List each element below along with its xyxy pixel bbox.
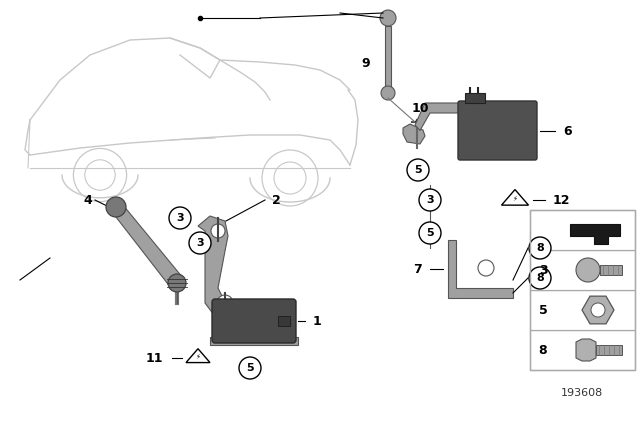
Circle shape	[381, 86, 395, 100]
Bar	[210, 337, 298, 345]
Circle shape	[576, 258, 600, 282]
Polygon shape	[198, 216, 238, 323]
Text: 3: 3	[196, 238, 204, 248]
FancyBboxPatch shape	[212, 299, 296, 343]
Circle shape	[380, 10, 396, 26]
Text: 12: 12	[553, 194, 570, 207]
Circle shape	[217, 295, 233, 311]
Text: 11: 11	[145, 352, 163, 365]
Circle shape	[106, 197, 126, 217]
Circle shape	[419, 222, 441, 244]
Bar	[530, 210, 635, 250]
Circle shape	[168, 274, 186, 292]
Text: ⚡: ⚡	[513, 196, 517, 202]
Text: 3: 3	[426, 195, 434, 205]
Circle shape	[239, 357, 261, 379]
Bar	[600, 265, 622, 275]
FancyBboxPatch shape	[458, 101, 537, 160]
Polygon shape	[448, 240, 513, 298]
Polygon shape	[186, 349, 210, 362]
Text: ⚡: ⚡	[196, 354, 200, 360]
Circle shape	[529, 267, 551, 289]
Circle shape	[189, 232, 211, 254]
Text: 8: 8	[539, 344, 547, 357]
Text: 5: 5	[414, 165, 422, 175]
Text: 2: 2	[272, 194, 281, 207]
Text: 5: 5	[426, 228, 434, 238]
Circle shape	[529, 237, 551, 259]
Text: 1: 1	[313, 314, 322, 327]
Polygon shape	[403, 124, 425, 144]
Bar	[530, 290, 635, 330]
Text: 3: 3	[539, 263, 547, 276]
Polygon shape	[415, 103, 460, 130]
Text: 8: 8	[536, 243, 544, 253]
Text: 9: 9	[362, 56, 370, 69]
Circle shape	[419, 189, 441, 211]
Circle shape	[591, 303, 605, 317]
Bar	[530, 210, 635, 370]
Bar	[530, 250, 635, 290]
Text: 5: 5	[539, 303, 547, 316]
Text: 4: 4	[84, 194, 92, 207]
Polygon shape	[502, 190, 529, 205]
Polygon shape	[570, 224, 620, 244]
Text: 10: 10	[412, 102, 429, 115]
Text: 8: 8	[536, 273, 544, 283]
Polygon shape	[109, 205, 183, 288]
Text: 5: 5	[246, 363, 254, 373]
Polygon shape	[576, 339, 596, 361]
Circle shape	[407, 159, 429, 181]
Circle shape	[211, 224, 225, 238]
Circle shape	[169, 207, 191, 229]
Text: 3: 3	[176, 213, 184, 223]
Polygon shape	[582, 296, 614, 324]
Text: 193608: 193608	[561, 388, 603, 398]
Bar	[278, 316, 290, 326]
Bar	[385, 26, 391, 98]
Bar	[530, 330, 635, 370]
Bar	[596, 345, 622, 355]
Bar	[465, 93, 485, 103]
Text: 7: 7	[413, 263, 422, 276]
Text: 6: 6	[563, 125, 572, 138]
Circle shape	[478, 260, 494, 276]
